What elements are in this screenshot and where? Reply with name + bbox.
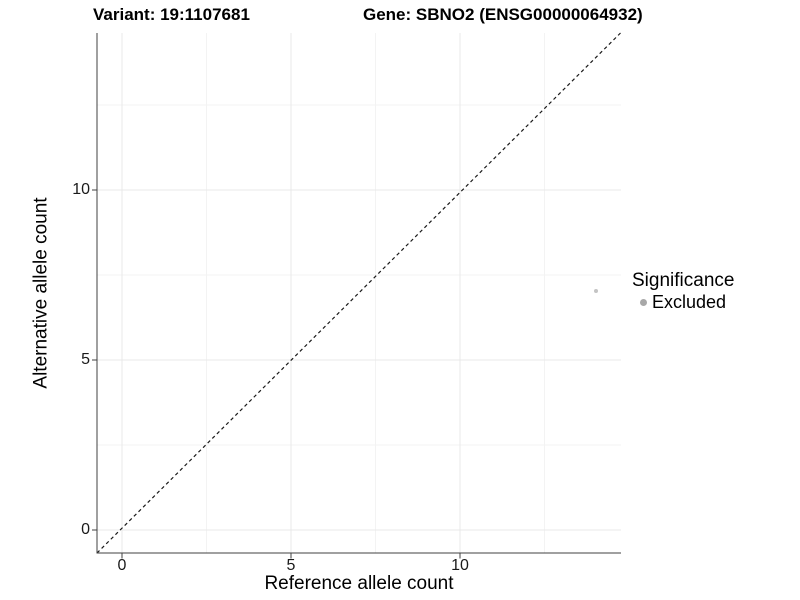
plot-title-variant: Variant: 19:1107681 xyxy=(93,5,250,24)
plot-title-gene: Gene: SBNO2 (ENSG00000064932) xyxy=(363,5,643,24)
legend: Significance Excluded xyxy=(632,270,734,312)
x-tick-label: 10 xyxy=(451,557,469,574)
axis-lines xyxy=(96,33,621,554)
legend-item-excluded: Excluded xyxy=(632,292,734,312)
legend-item-label: Excluded xyxy=(652,292,727,312)
minor-gridlines xyxy=(97,33,621,553)
x-tick-label: 0 xyxy=(117,557,127,574)
x-tick-label: 5 xyxy=(286,557,296,574)
x-axis-title: Reference allele count xyxy=(264,573,454,594)
data-point xyxy=(594,289,598,293)
y-tick-label: 10 xyxy=(72,181,90,198)
identity-reference-line xyxy=(96,32,621,554)
y-tick-label: 0 xyxy=(81,521,90,538)
axis-ticks xyxy=(92,189,461,559)
legend-key-circle-icon xyxy=(640,298,647,306)
y-tick-label: 5 xyxy=(81,351,90,368)
major-gridlines xyxy=(97,33,621,553)
y-axis-title: Alternative allele count xyxy=(30,197,52,389)
legend-title: Significance xyxy=(632,270,735,291)
